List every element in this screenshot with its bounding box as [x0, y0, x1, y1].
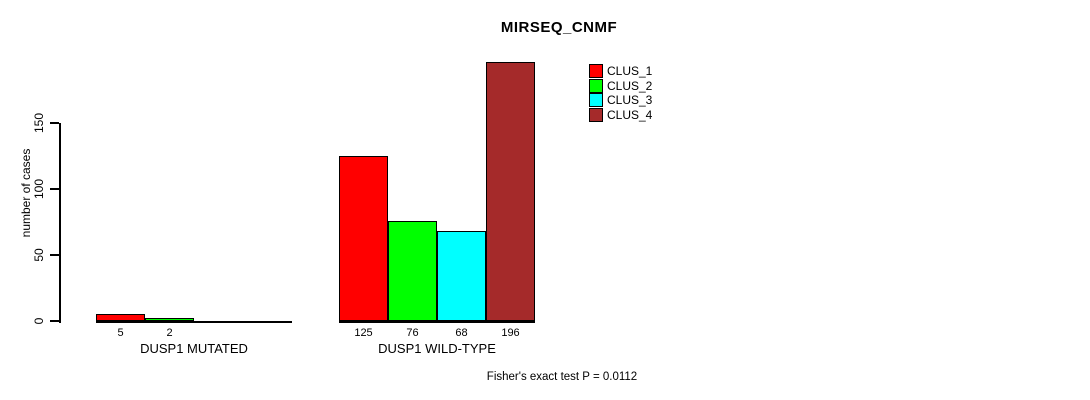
chart-title: MIRSEQ_CNMF [500, 19, 618, 36]
bar-clus_3 [437, 231, 486, 321]
bar-value-label: 5 [117, 327, 124, 339]
legend-label: CLUS_2 [607, 78, 653, 93]
legend-label: CLUS_3 [607, 93, 653, 107]
bar-clus_1 [96, 314, 145, 321]
bar-clus_4 [486, 62, 535, 321]
bar-value-label: 76 [406, 327, 419, 339]
y-tick-label: 100 [32, 178, 46, 200]
legend-swatch [589, 78, 603, 93]
y-tick-label: 0 [32, 317, 46, 325]
legend: CLUS_1 CLUS_2 CLUS_3 CLUS_4 [589, 64, 652, 122]
x-category-label: DUSP1 MUTATED [140, 341, 248, 356]
legend-label: CLUS_4 [607, 107, 653, 122]
y-axis-line [59, 123, 61, 323]
bar-clus_1 [339, 156, 388, 321]
y-tick [50, 188, 59, 190]
y-axis-label: number of cases [19, 148, 33, 238]
bar-group-baseline [339, 321, 535, 323]
legend-swatch [589, 93, 603, 108]
legend-entry: CLUS_2 [589, 79, 652, 94]
x-category-label: DUSP1 WILD-TYPE [378, 341, 496, 356]
y-tick-label: 150 [32, 112, 46, 134]
bar-value-label: 2 [166, 327, 173, 339]
bar-value-label: 125 [354, 327, 373, 339]
bar-group-baseline [96, 321, 292, 323]
y-tick-label: 50 [32, 248, 46, 262]
y-tick [50, 320, 59, 322]
fisher-test-annotation: Fisher's exact test P = 0.0112 [486, 371, 638, 383]
bar-clus_2 [388, 220, 437, 321]
legend-entry: CLUS_4 [589, 108, 652, 123]
y-tick [50, 254, 59, 256]
bar-value-label: 68 [455, 327, 468, 339]
legend-swatch [589, 107, 603, 122]
legend-entry: CLUS_3 [589, 93, 652, 108]
legend-label: CLUS_1 [607, 64, 653, 78]
y-tick [50, 122, 59, 124]
bar-clus_2 [145, 318, 194, 321]
legend-swatch [589, 64, 603, 79]
bar-value-label: 196 [501, 327, 520, 339]
legend-entry: CLUS_1 [589, 64, 652, 79]
